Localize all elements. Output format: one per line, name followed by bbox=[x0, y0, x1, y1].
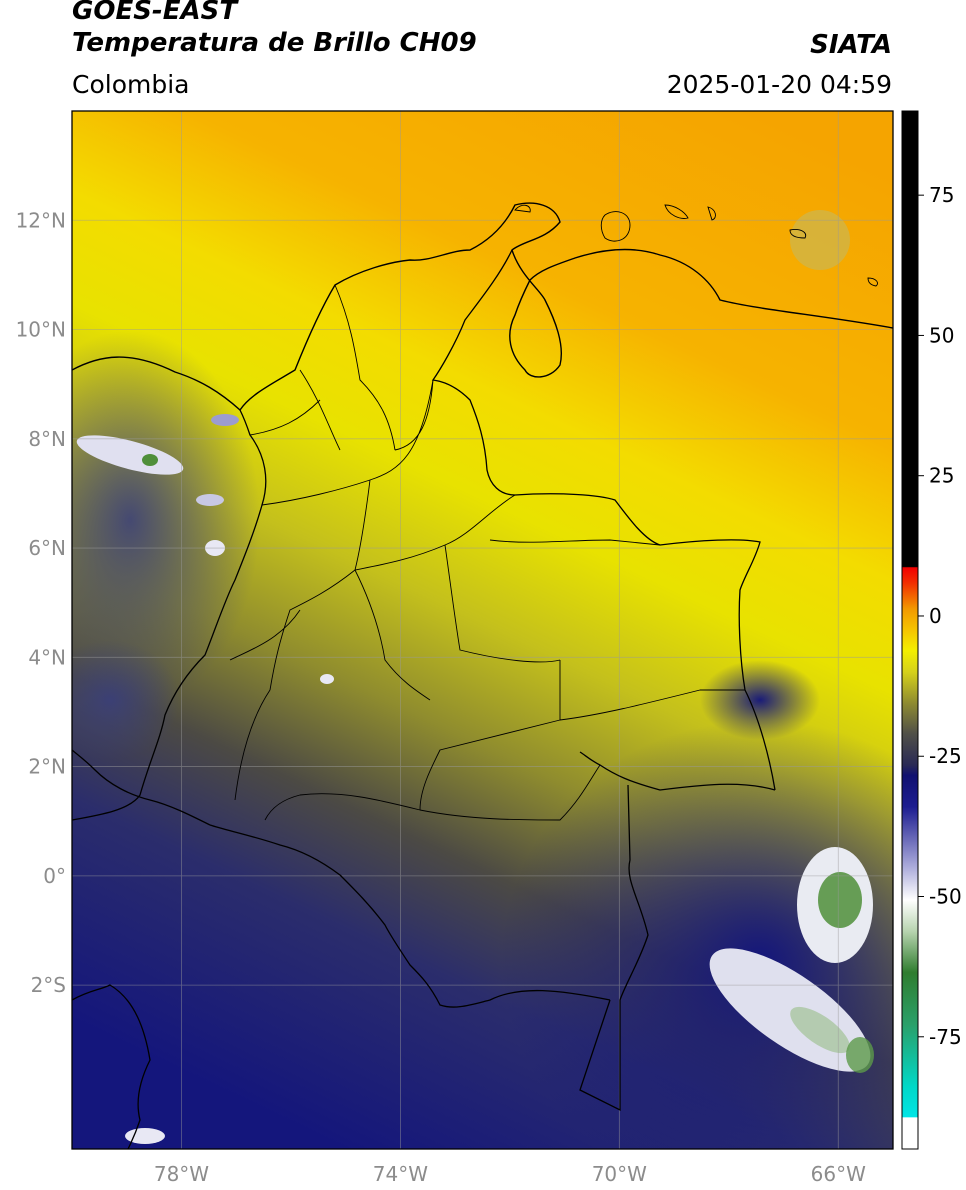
graticule bbox=[72, 111, 893, 1149]
colorbar-tick-label: -75 bbox=[929, 1025, 962, 1049]
lon-tick-label: 74°W bbox=[373, 1162, 428, 1186]
colombia-ecuador-border bbox=[72, 749, 211, 826]
ecuador-coast bbox=[72, 984, 151, 1149]
lat-tick-label: 4°N bbox=[28, 645, 66, 669]
colorbar-ticks: 75 50 25 0 -25 -50 -75 bbox=[918, 183, 962, 1049]
colorbar-tick-label: 0 bbox=[929, 604, 942, 628]
colorbar: 75 50 25 0 -25 -50 -75 bbox=[901, 110, 962, 1150]
lat-tick-label: 6°N bbox=[28, 536, 66, 560]
map-frame bbox=[71, 110, 894, 1150]
latitude-ticks: 12°N 10°N 8°N 6°N 4°N 2°N 0° 2°S bbox=[16, 208, 66, 997]
political-borders bbox=[72, 202, 893, 1149]
longitude-ticks: 78°W 74°W 70°W 66°W bbox=[154, 1162, 866, 1186]
lat-tick-label: 10°N bbox=[16, 318, 66, 342]
department-borders bbox=[229, 284, 745, 821]
colorbar-tick-label: 50 bbox=[929, 323, 954, 347]
org-label: SIATA bbox=[810, 30, 892, 60]
colombia-brazil-border bbox=[579, 751, 776, 1112]
cold-cloud-spot bbox=[700, 660, 820, 740]
datetime-label: 2025-01-20 04:59 bbox=[666, 70, 892, 99]
lat-tick-label: 0° bbox=[43, 864, 66, 888]
satellite-title: GOES-EAST bbox=[72, 0, 238, 26]
colorbar-tick-label: -25 bbox=[929, 744, 962, 768]
colombia-venezuela-border bbox=[431, 249, 776, 791]
lat-tick-label: 2°N bbox=[28, 755, 66, 779]
lat-tick-label: 8°N bbox=[28, 427, 66, 451]
lat-tick-label: 2°S bbox=[31, 973, 66, 997]
colorbar-tick-label: 25 bbox=[929, 464, 954, 488]
region-label: Colombia bbox=[72, 70, 190, 99]
lon-tick-label: 70°W bbox=[592, 1162, 647, 1186]
colorbar-tick-label: 75 bbox=[929, 183, 954, 207]
lon-tick-label: 66°W bbox=[811, 1162, 866, 1186]
colombia-peru-border bbox=[209, 824, 611, 1008]
islands bbox=[514, 204, 879, 287]
colorbar-scale bbox=[901, 110, 919, 1150]
lon-tick-label: 78°W bbox=[154, 1162, 209, 1186]
pacific-coast bbox=[72, 409, 267, 821]
colorbar-tick-label: -50 bbox=[929, 885, 962, 909]
pacific-cloud-area-south bbox=[72, 640, 180, 760]
product-title: Temperatura de Brillo CH09 bbox=[72, 28, 477, 58]
pacific-cloud-area bbox=[72, 330, 260, 710]
map-canvas bbox=[72, 111, 893, 1149]
lat-tick-label: 12°N bbox=[16, 208, 66, 232]
